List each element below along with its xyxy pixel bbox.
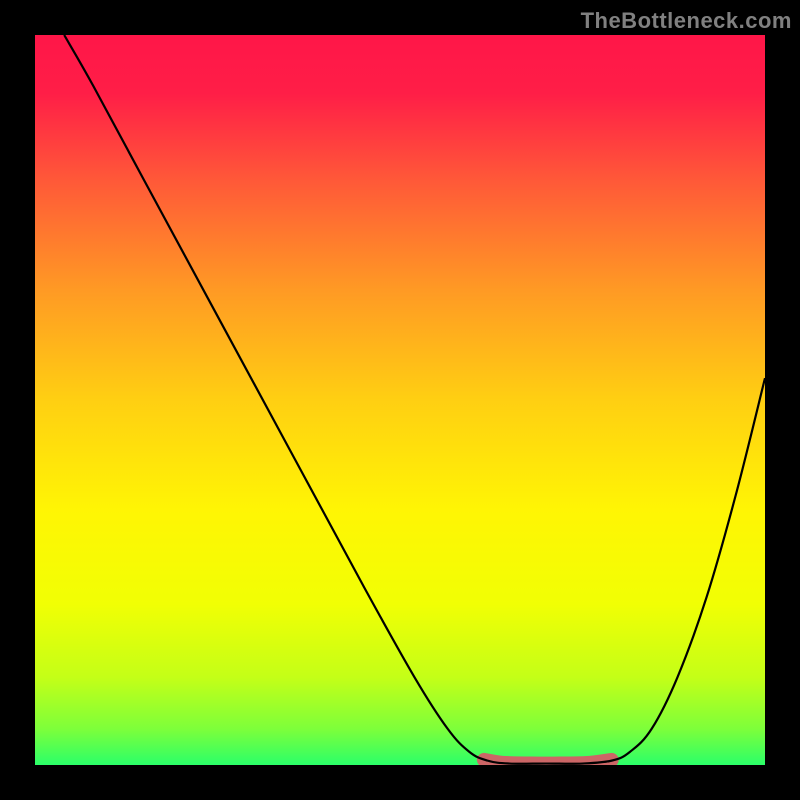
bottleneck-curve (64, 35, 765, 764)
watermark-text: TheBottleneck.com (581, 8, 792, 34)
chart-root: TheBottleneck.com (0, 0, 800, 800)
curve-layer (35, 35, 765, 765)
plot-area (35, 35, 765, 765)
